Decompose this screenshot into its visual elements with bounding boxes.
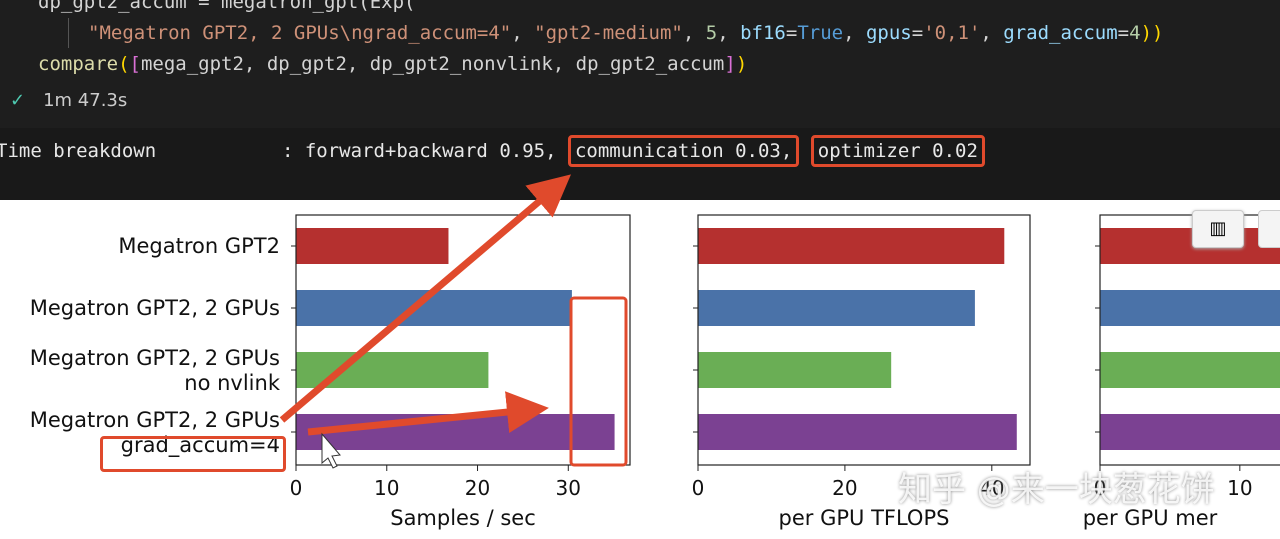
code-token: bf16: [740, 22, 786, 44]
chart-button[interactable]: ▥: [1192, 210, 1244, 248]
arrow: [279, 174, 572, 423]
code-token: ,: [843, 22, 866, 44]
bar: [296, 290, 572, 326]
code-token: True: [797, 22, 844, 44]
optimizer: optimizer 0.02: [810, 135, 985, 167]
x-tick-label: 0: [1094, 476, 1107, 500]
code-token: 4: [1129, 22, 1141, 44]
plot-frame: [295, 214, 631, 466]
code-token: [: [129, 53, 141, 75]
x-axis-label: per GPU TFLOPS: [779, 506, 950, 530]
bar: [1100, 414, 1280, 450]
cell-output: Time breakdown : forward+backward 0.95, …: [0, 128, 1280, 200]
code-token: "Megatron GPT2, 2 GPUs\ngrad_accum=4": [88, 22, 512, 44]
code: dp_gpt2_accum = megatron_gpt(Exp( "Megatr…: [0, 0, 1163, 80]
plot-frame: [697, 214, 1031, 466]
code-token: dp_gpt2_accum = megatron_gpt(Exp(: [38, 0, 416, 13]
code-token: "gpt2-medium": [534, 22, 683, 44]
highlight-box: [569, 296, 628, 467]
code-token: (: [118, 53, 130, 75]
code-token: mega_gpt2, dp_gpt2, dp_gpt2_nonvlink, dp…: [140, 53, 725, 75]
bar: [698, 414, 1017, 450]
x-tick-label: 10: [1227, 476, 1252, 500]
cell-status: ✓ 1m 47.3s: [10, 90, 128, 111]
code-token: ,: [511, 22, 535, 44]
output-prefix: Time breakdown : forward+backward 0.95,: [0, 140, 568, 162]
code-token: 5: [705, 22, 718, 44]
code-token: ,: [682, 22, 706, 44]
indent-guide: [68, 18, 69, 48]
chart-button[interactable]: [1258, 210, 1280, 248]
code-token: )): [1140, 22, 1164, 44]
x-tick-label: 20: [465, 476, 490, 500]
x-axis-label: Samples / sec: [390, 506, 536, 530]
x-tick-label: 20: [832, 476, 857, 500]
code-token: ]: [724, 53, 736, 75]
highlight-box: [100, 436, 286, 472]
output-text: Time breakdown : forward+backward 0.95, …: [0, 135, 985, 167]
code-token: grad_accum: [1003, 22, 1118, 44]
y-tick-label: Megatron GPT2, 2 GPUs no nvlink: [29, 346, 280, 395]
code-token: =: [1117, 22, 1130, 44]
code-token: =: [785, 22, 798, 44]
x-tick-label: 40: [979, 476, 1004, 500]
communication: communication 0.03,: [567, 135, 800, 167]
bar: [698, 228, 1005, 264]
code-line: "Megatron GPT2, 2 GPUs\ngrad_accum=4", "…: [0, 18, 1163, 49]
x-tick-label: 10: [374, 476, 399, 500]
y-tick-label: Megatron GPT2: [118, 233, 280, 258]
code-token: =: [911, 22, 924, 44]
x-tick-label: 30: [556, 476, 581, 500]
code-token: ,: [980, 22, 1004, 44]
bar: [1100, 290, 1280, 326]
code-token: ,: [717, 22, 741, 44]
duration: 1m 47.3s: [43, 90, 128, 111]
bar: [698, 290, 975, 326]
bar: [1100, 228, 1280, 264]
x-tick-label: 0: [290, 476, 303, 500]
code-token: ): [735, 53, 748, 75]
y-tick-label: Megatron GPT2, 2 GPUs: [29, 295, 280, 320]
code-cell: dp_gpt2_accum = megatron_gpt(Exp( "Megatr…: [0, 0, 1280, 200]
code-line: compare([mega_gpt2, dp_gpt2, dp_gpt2_non…: [0, 49, 1163, 80]
bar: [1100, 352, 1280, 388]
code-token: '0,1': [923, 22, 981, 44]
code-token: gpus: [865, 22, 912, 44]
bar: [296, 228, 449, 264]
watermark: 知乎 @来一块葱花饼: [898, 470, 1215, 510]
x-axis-label: per GPU mer: [1083, 506, 1218, 530]
code-line: dp_gpt2_accum = megatron_gpt(Exp(: [0, 0, 1163, 18]
x-tick-label: 0: [692, 476, 705, 500]
bar: [698, 352, 892, 388]
arrow: [307, 391, 549, 436]
cursor: [321, 432, 341, 469]
code-token: compare: [38, 53, 119, 75]
